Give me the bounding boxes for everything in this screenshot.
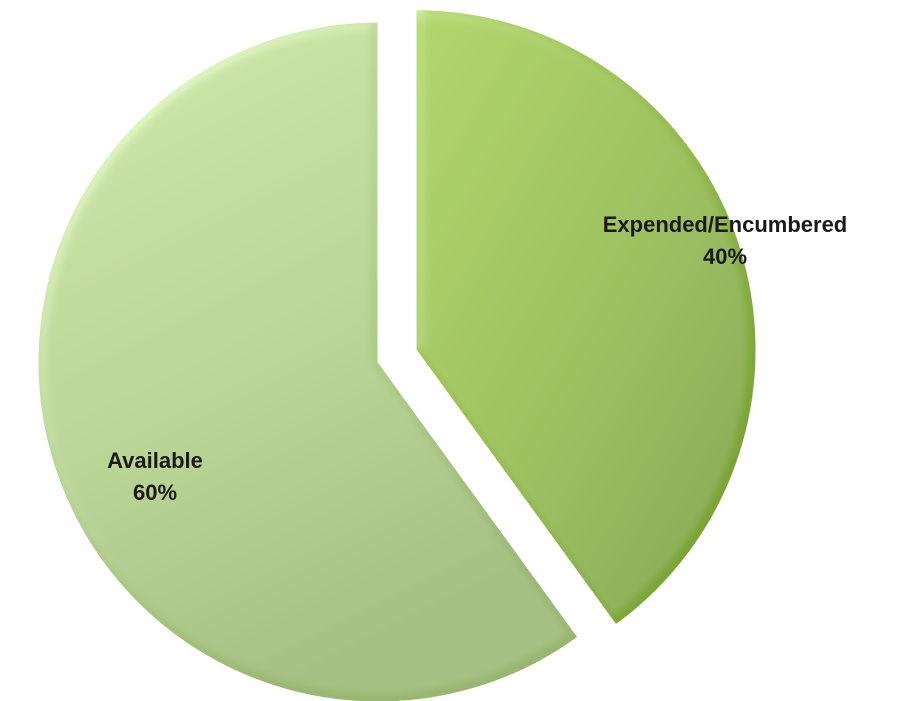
pie-slices — [37, 9, 757, 701]
slice-label-expended-encumbered-percent: 40% — [703, 244, 747, 269]
pie-slice-available — [37, 21, 579, 701]
slice-label-expended-encumbered-name: Expended/Encumbered — [603, 212, 848, 237]
pie-labels: Expended/Encumbered 40% Available 60% — [107, 212, 847, 505]
slice-label-available-percent: 60% — [133, 480, 177, 505]
pie-slice-expended-encumbered — [415, 9, 757, 626]
slice-label-available-name: Available — [107, 448, 203, 473]
